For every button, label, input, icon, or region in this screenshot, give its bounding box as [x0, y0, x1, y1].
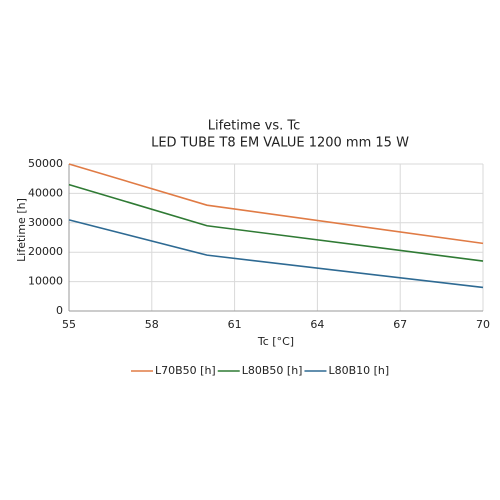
y-axis-label: Lifetime [h]	[15, 198, 28, 262]
series-line	[68, 163, 484, 245]
y-tick-label: 30000	[28, 216, 63, 229]
legend-label: L70B50 [h]	[155, 364, 216, 377]
legend-label: L80B50 [h]	[242, 364, 303, 377]
y-tick-label: 10000	[28, 275, 63, 288]
x-tick-label: 70	[476, 318, 490, 331]
x-tick-label: 61	[228, 318, 242, 331]
y-tick-label: 20000	[28, 245, 63, 258]
chart-subtitle: LED TUBE T8 EM VALUE 1200 mm 15 W	[151, 136, 409, 151]
y-tick-label: 50000	[28, 157, 63, 170]
y-tick-label: 0	[56, 304, 63, 317]
series-line	[68, 183, 484, 262]
x-tick-label: 64	[310, 318, 324, 331]
y-tick-label: 40000	[28, 186, 63, 199]
x-axis-label: Tc [°C]	[257, 335, 294, 348]
series-line	[68, 219, 484, 289]
x-tick-label: 67	[393, 318, 407, 331]
chart-title: Lifetime vs. Tc	[208, 119, 301, 134]
x-tick-label: 55	[62, 318, 76, 331]
x-tick-label: 58	[145, 318, 159, 331]
legend-label: L80B10 [h]	[328, 364, 389, 377]
